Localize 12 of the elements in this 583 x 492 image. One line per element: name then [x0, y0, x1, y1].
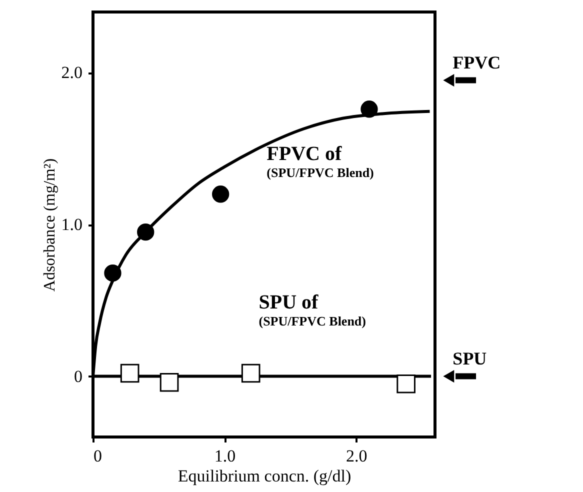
y-tick-label: 1.0	[61, 215, 82, 234]
text: SPU	[452, 348, 487, 368]
x-axis-title: Equilibrium concn. (g/dl)	[178, 466, 352, 486]
text: FPVC	[452, 52, 501, 72]
y-tick-label: 2.0	[61, 63, 82, 82]
annotation: SPU of (SPU/FPVC Blend)	[258, 292, 366, 329]
x-tick-label: 0	[94, 446, 102, 466]
x-tick-label: 1.0	[214, 446, 236, 466]
annotation: FPVC of (SPU/FPVC Blend)	[266, 142, 374, 180]
y-axis-title: Adsorbance (mg/m²)	[41, 158, 58, 292]
y-tick-label: 0	[74, 366, 82, 386]
x-tick-label: 2.0	[346, 446, 368, 466]
